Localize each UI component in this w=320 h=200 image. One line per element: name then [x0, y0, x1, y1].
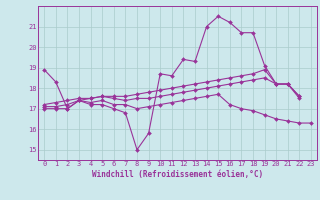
X-axis label: Windchill (Refroidissement éolien,°C): Windchill (Refroidissement éolien,°C) [92, 170, 263, 179]
